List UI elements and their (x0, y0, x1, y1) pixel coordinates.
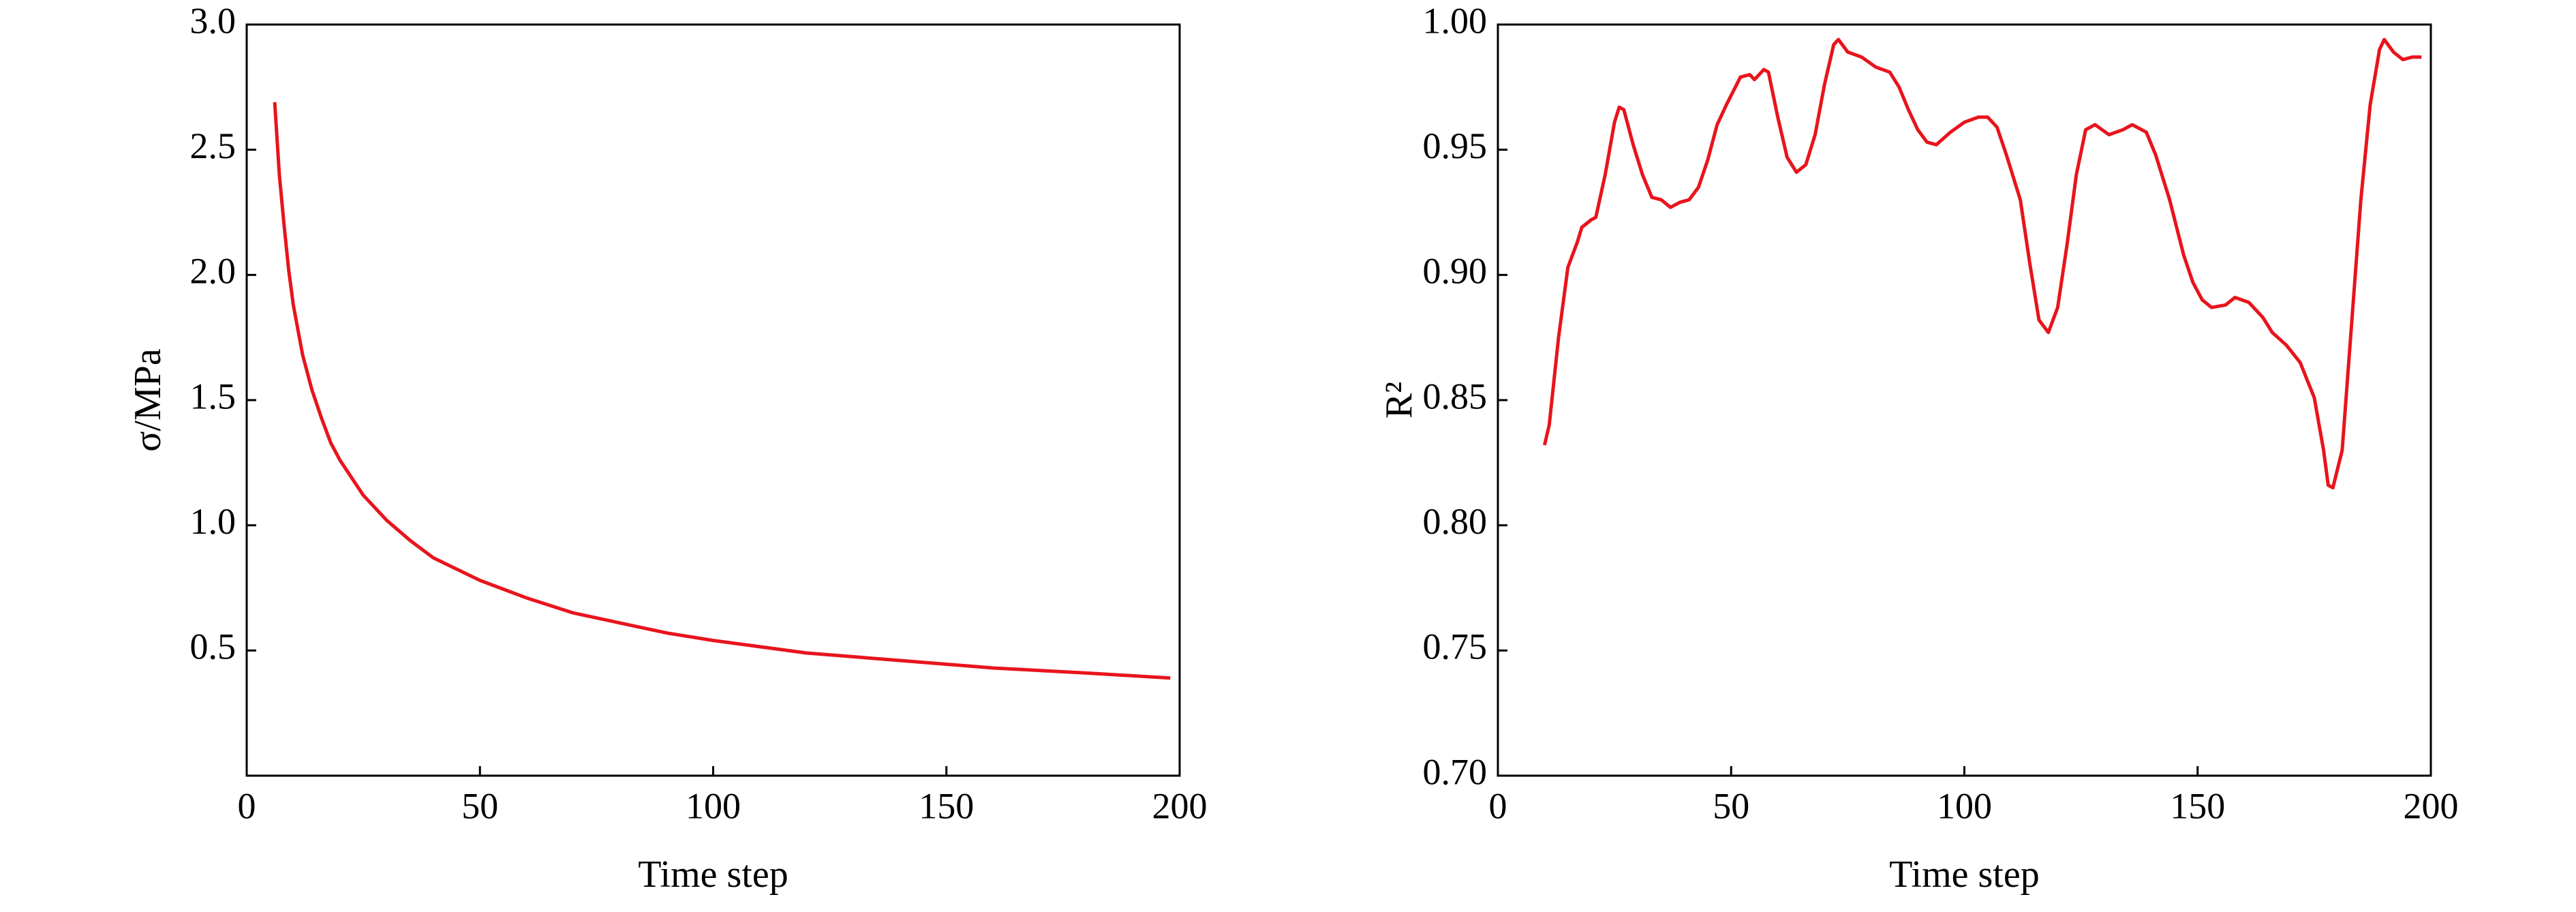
line-series (273, 102, 1171, 680)
x-axis-title: Time step (638, 853, 788, 896)
x-tick-label: 150 (919, 785, 974, 826)
x-tick-label: 50 (1713, 785, 1749, 826)
y-tick-label: 2.5 (190, 125, 236, 166)
y-tick-label: 0.85 (1423, 376, 1488, 416)
y-tick-label: 1.5 (190, 376, 236, 416)
plot-frame (1497, 23, 2432, 777)
plot-frame (245, 23, 1181, 777)
y-tick-label: 1.0 (190, 501, 236, 542)
y-axis-title: σ/MPa (127, 348, 169, 452)
x-tick-label: 200 (1152, 785, 1208, 826)
y-tick-label: 0.75 (1423, 626, 1488, 667)
x-tick-label: 0 (1489, 785, 1507, 826)
x-tick-label: 0 (238, 785, 256, 826)
x-tick-label: 200 (2404, 785, 2459, 826)
y-tick-label: 0.90 (1423, 251, 1488, 292)
x-tick-label: 50 (461, 785, 498, 826)
y-tick-label: 0.5 (190, 626, 236, 667)
x-tick-label: 100 (686, 785, 741, 826)
y-axis-title: R² (1378, 382, 1420, 419)
y-tick-label: 3.0 (190, 0, 236, 41)
line-series (1542, 37, 2422, 490)
y-tick-label: 0.80 (1423, 501, 1488, 542)
y-tick-label: 0.70 (1423, 751, 1488, 792)
x-tick-label: 150 (2170, 785, 2225, 826)
y-tick-label: 2.0 (190, 251, 236, 292)
y-tick-label: 1.00 (1423, 0, 1488, 41)
y-tick-label: 0.95 (1423, 125, 1488, 166)
x-axis-title: Time step (1889, 853, 2039, 896)
x-tick-label: 100 (1937, 785, 1992, 826)
